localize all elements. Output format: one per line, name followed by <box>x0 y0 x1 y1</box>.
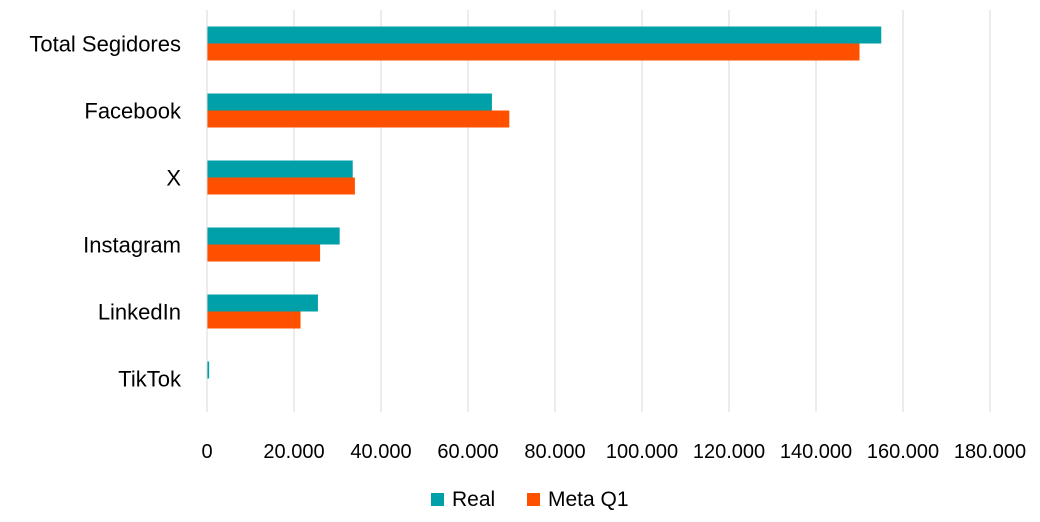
x-tick-label-0: 0 <box>201 441 212 463</box>
bar-real-4 <box>207 294 318 312</box>
category-label-5: TikTok <box>118 367 182 392</box>
bar-meta-4 <box>207 311 301 329</box>
bar-meta-2 <box>207 177 355 195</box>
x-tick-label-2: 40.000 <box>350 441 411 463</box>
bar-meta-1 <box>207 110 510 128</box>
legend-label-real: Real <box>452 488 495 511</box>
x-tick-label-1: 20.000 <box>263 441 324 463</box>
legend: Real Meta Q1 <box>431 488 629 511</box>
category-label-2: X <box>166 166 181 191</box>
x-tick-label-8: 160.000 <box>867 441 939 463</box>
bar-real-1 <box>207 93 492 111</box>
legend-swatch-meta-q1 <box>527 493 540 506</box>
bar-meta-3 <box>207 244 321 262</box>
category-label-4: LinkedIn <box>98 300 181 325</box>
x-tick-label-7: 140.000 <box>780 441 852 463</box>
x-tick-label-5: 100.000 <box>606 441 678 463</box>
category-label-1: Facebook <box>84 99 182 124</box>
x-tick-label-3: 60.000 <box>437 441 498 463</box>
x-tick-label-9: 180.000 <box>954 441 1026 463</box>
x-tick-label-4: 80.000 <box>524 441 585 463</box>
bar-real-5 <box>207 361 210 379</box>
gridlines <box>293 10 991 412</box>
category-label-3: Instagram <box>83 233 181 258</box>
category-label-0: Total Segidores <box>29 32 181 57</box>
bar-real-0 <box>207 26 882 44</box>
x-tick-label-6: 120.000 <box>693 441 765 463</box>
bar-meta-0 <box>207 43 860 61</box>
legend-swatch-real <box>431 493 444 506</box>
x-tick-labels: 0 20.000 40.000 60.000 80.000 100.000 120.000 1… <box>201 441 1026 463</box>
bar-real-3 <box>207 227 340 245</box>
bar-real-2 <box>207 160 353 178</box>
legend-label-meta-q1: Meta Q1 <box>548 488 629 511</box>
bars <box>207 26 882 379</box>
category-labels: Total Segidores Facebook X Instagram LinkedI… <box>29 32 182 392</box>
